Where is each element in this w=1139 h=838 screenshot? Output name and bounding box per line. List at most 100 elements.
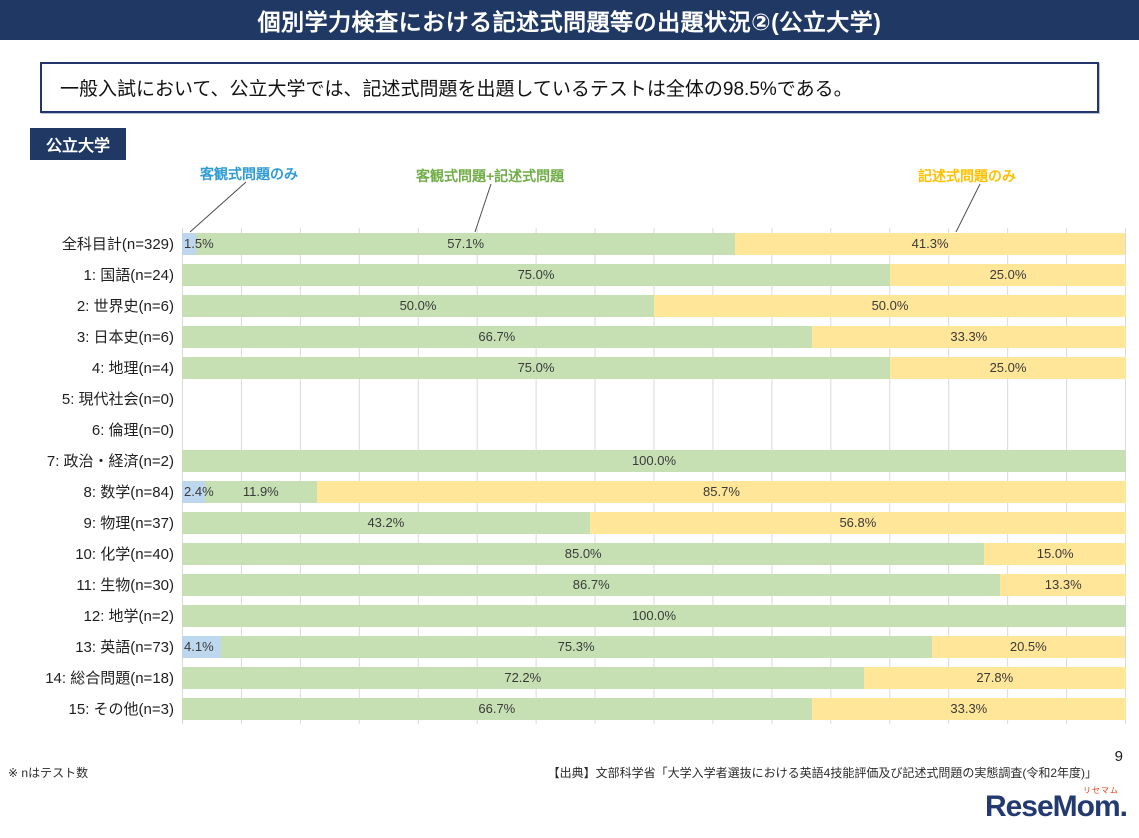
value-label: 27.8%: [976, 670, 1014, 685]
category-label: 6: 倫理(n=0): [91, 422, 174, 439]
slide-header: 個別学力検査における記述式問題等の出題状況②(公立大学): [0, 0, 1139, 40]
bar-segment: 57.1%: [196, 232, 736, 255]
logo-text: ReseMom.: [984, 790, 1128, 823]
page-number: 9: [1114, 748, 1123, 765]
bar-segment: 11.9%: [204, 480, 317, 503]
bar-track: 50.0% 50.0%: [182, 294, 1126, 317]
chart-row: 15: その他(n=3) 66.7% 33.3%: [8, 693, 1126, 724]
source-citation: 【出典】文部科学省「大学入学者選抜における英語4技能評価及び記述式問題の実態調査…: [547, 766, 1097, 780]
chart: 客観式問題のみ 客観式問題+記述式問題 記述式問題のみ 全科目計(n=329) 1…: [8, 162, 1126, 728]
bar-track: 2.4% 11.9% 85.7%: [182, 480, 1126, 503]
value-label: 41.3%: [911, 236, 949, 251]
category-label: 8: 数学(n=84): [83, 484, 174, 501]
bar-segment: 25.0%: [890, 263, 1126, 286]
legend-objective-only: 客観式問題のみ: [200, 166, 298, 182]
value-label: 57.1%: [447, 236, 485, 251]
bar-segment: 56.8%: [589, 511, 1126, 534]
chart-row: 全科目計(n=329) 1.5% 57.1% 41.3%: [8, 228, 1126, 259]
legend-written-only: 記述式問題のみ: [918, 168, 1016, 184]
bar-segment: 75.0%: [182, 356, 890, 379]
bar-segment: 41.3%: [735, 232, 1126, 255]
value-label: 50.0%: [871, 298, 909, 313]
chart-row: 13: 英語(n=73) 4.1% 75.3% 20.5%: [8, 631, 1126, 662]
legend-objective-plus-written: 客観式問題+記述式問題: [416, 168, 565, 184]
bar-segment: 75.3%: [220, 635, 932, 658]
value-label: 20.5%: [1009, 639, 1047, 654]
category-label: 2: 世界史(n=6): [76, 298, 174, 315]
category-label: 5: 現代社会(n=0): [61, 391, 174, 408]
category-label: 10: 化学(n=40): [75, 546, 174, 563]
bar-segment: 15.0%: [984, 542, 1126, 565]
logo-ruby-text: リセマム: [1083, 786, 1119, 795]
bar-segment: 66.7%: [182, 325, 812, 348]
category-label: 13: 英語(n=73): [75, 639, 174, 656]
bar-track: 66.7% 33.3%: [182, 325, 1126, 348]
value-label: 75.0%: [517, 360, 555, 375]
category-label: 4: 地理(n=4): [91, 360, 174, 377]
value-label: 100.0%: [631, 608, 677, 623]
bar-segment: 50.0%: [654, 294, 1126, 317]
bar-segment: 2.4%: [182, 480, 214, 503]
chart-row: 10: 化学(n=40) 85.0% 15.0%: [8, 538, 1126, 569]
bar-track: [182, 419, 1126, 441]
bar-track: 85.0% 15.0%: [182, 542, 1126, 565]
bar-segment: 33.3%: [811, 697, 1126, 720]
bar-track: 100.0%: [182, 449, 1126, 472]
value-label: 33.3%: [950, 329, 988, 344]
bar-track: 86.7% 13.3%: [182, 573, 1126, 596]
value-label: 4.1%: [184, 639, 214, 654]
bar-track: 72.2% 27.8%: [182, 666, 1126, 689]
bar-track: 100.0%: [182, 604, 1126, 627]
value-label: 11.9%: [242, 484, 279, 499]
category-label: 7: 政治・経済(n=2): [46, 453, 174, 470]
plot-rows: 全科目計(n=329) 1.5% 57.1% 41.3% 1: 国語(n=24) 75.0…: [8, 228, 1126, 724]
bar-segment: 50.0%: [182, 294, 654, 317]
bar-segment: 43.2%: [182, 511, 590, 534]
chart-row: 5: 現代社会(n=0): [8, 383, 1126, 414]
bar-track: [182, 388, 1126, 410]
value-label: 66.7%: [478, 701, 516, 716]
value-label: 66.7%: [478, 329, 516, 344]
value-label: 75.0%: [517, 267, 555, 282]
resemom-logo: リセマム ReseMom.: [984, 786, 1128, 823]
category-label: 3: 日本史(n=6): [76, 329, 174, 346]
chart-row: 8: 数学(n=84) 2.4% 11.9% 85.7%: [8, 476, 1126, 507]
value-label: 56.8%: [839, 515, 877, 530]
chart-row: 6: 倫理(n=0): [8, 414, 1126, 445]
bar-segment: 20.5%: [931, 635, 1126, 658]
bar-segment: 33.3%: [811, 325, 1126, 348]
category-label: 9: 物理(n=37): [83, 515, 174, 532]
bar-segment: 13.3%: [1000, 573, 1126, 596]
bar-segment: 72.2%: [182, 666, 864, 689]
value-label: 15.0%: [1036, 546, 1074, 561]
category-label: 全科目計(n=329): [61, 236, 174, 253]
bar-segment: 85.0%: [182, 542, 985, 565]
bar-segment: 25.0%: [890, 356, 1126, 379]
value-label: 72.2%: [504, 670, 542, 685]
bar-track: 4.1% 75.3% 20.5%: [182, 635, 1126, 658]
chart-row: 4: 地理(n=4) 75.0% 25.0%: [8, 352, 1126, 383]
bar-track: 66.7% 33.3%: [182, 697, 1126, 720]
chart-row: 9: 物理(n=37) 43.2% 56.8%: [8, 507, 1126, 538]
value-label: 75.3%: [557, 639, 595, 654]
category-label: 11: 生物(n=30): [76, 577, 174, 594]
value-label: 85.0%: [564, 546, 602, 561]
bar-segment: 66.7%: [182, 697, 812, 720]
bar-segment: 75.0%: [182, 263, 890, 286]
summary-text: 一般入試において、公立大学では、記述式問題を出題しているテストは全体の98.5%…: [60, 79, 853, 100]
bar-track: 43.2% 56.8%: [182, 511, 1126, 534]
value-label: 50.0%: [399, 298, 437, 313]
bar-track: 75.0% 25.0%: [182, 263, 1126, 286]
value-label: 25.0%: [989, 360, 1027, 375]
footnote: ※ nはテスト数: [8, 766, 89, 780]
category-label: 12: 地学(n=2): [83, 608, 174, 625]
value-label: 1.5%: [184, 236, 214, 251]
category-label: 15: その他(n=3): [68, 701, 174, 718]
value-label: 25.0%: [989, 267, 1027, 282]
bar-segment: 1.5%: [182, 232, 214, 255]
bar-segment: 86.7%: [182, 573, 1001, 596]
value-label: 2.4%: [184, 484, 214, 499]
chart-row: 11: 生物(n=30) 86.7% 13.3%: [8, 569, 1126, 600]
summary-box: 一般入試において、公立大学では、記述式問題を出題しているテストは全体の98.5%…: [40, 62, 1099, 113]
